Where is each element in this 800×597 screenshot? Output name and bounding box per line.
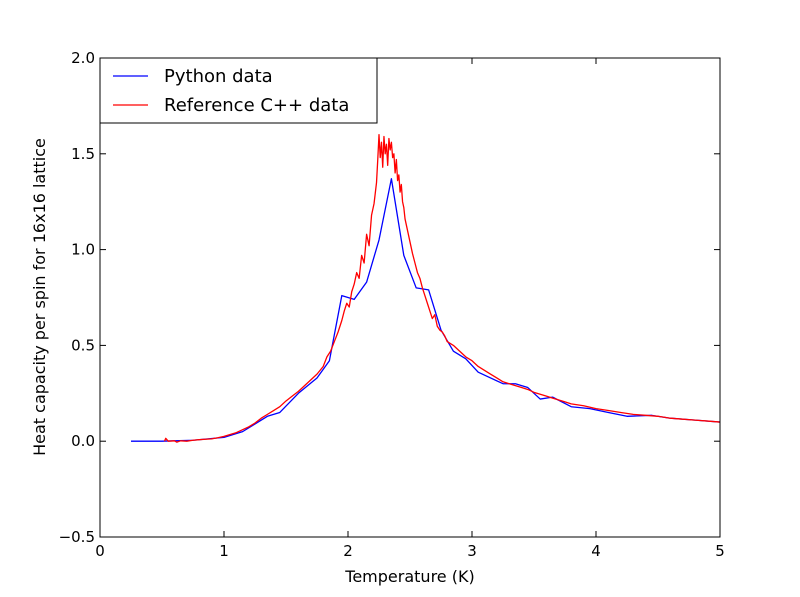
x-tick-label: 1 xyxy=(219,542,229,560)
x-tick-label: 2 xyxy=(343,542,353,560)
y-tick-label: 1.0 xyxy=(71,241,95,259)
plot-frame xyxy=(99,57,721,538)
series-line-0 xyxy=(131,178,721,442)
legend: Python data Reference C++ data xyxy=(99,57,378,124)
legend-box xyxy=(99,57,378,124)
legend-label-1: Reference C++ data xyxy=(164,95,349,116)
y-axis-label: Heat capacity per spin for 16x16 lattice xyxy=(30,138,49,456)
y-axis-ticks: −0.5 0.0 0.5 1.0 1.5 2.0 xyxy=(59,49,720,546)
legend-entries: Python data Reference C++ data xyxy=(113,66,349,116)
y-tick-label: 2.0 xyxy=(71,49,95,67)
x-tick-label: 5 xyxy=(715,542,725,560)
y-tick-label: −0.5 xyxy=(59,528,95,546)
series-layer xyxy=(131,133,721,443)
legend-label-0: Python data xyxy=(164,66,273,87)
y-tick-label: 1.5 xyxy=(71,145,95,163)
x-axis-label: Temperature (K) xyxy=(344,567,474,586)
plot-area xyxy=(99,57,721,538)
series-line-1 xyxy=(163,133,721,443)
x-tick-label: 3 xyxy=(467,542,477,560)
x-tick-label: 0 xyxy=(95,542,105,560)
y-tick-label: 0.5 xyxy=(71,336,95,354)
y-tick-label: 0.0 xyxy=(71,432,95,450)
x-tick-label: 4 xyxy=(591,542,601,560)
